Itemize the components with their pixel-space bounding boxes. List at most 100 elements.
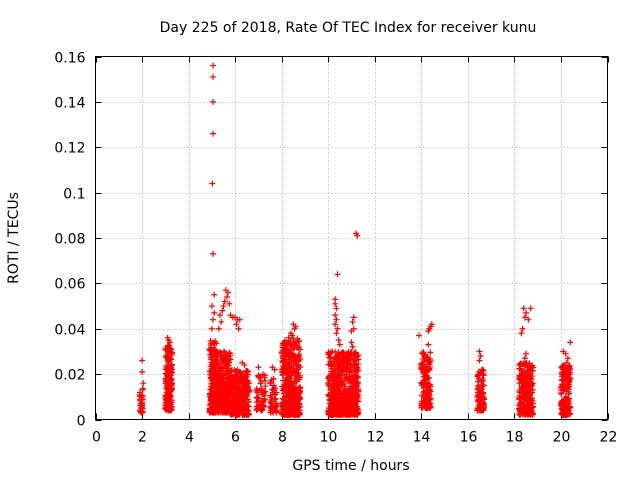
data-point xyxy=(233,396,240,403)
data-point xyxy=(520,305,527,312)
data-point xyxy=(334,371,341,378)
data-point xyxy=(210,316,217,323)
data-point xyxy=(225,381,232,388)
data-point xyxy=(529,364,536,371)
data-point xyxy=(208,348,215,355)
data-point xyxy=(566,374,573,381)
data-point xyxy=(335,337,342,344)
data-point xyxy=(244,407,251,414)
data-point xyxy=(139,396,146,403)
data-point xyxy=(421,377,428,384)
data-point xyxy=(215,364,222,371)
data-point xyxy=(268,376,275,383)
data-point xyxy=(350,385,357,392)
data-point xyxy=(567,403,574,410)
data-point xyxy=(208,380,215,387)
data-point xyxy=(516,361,523,368)
data-point xyxy=(253,387,260,394)
data-point xyxy=(294,404,301,411)
data-point xyxy=(208,390,215,397)
data-point xyxy=(220,387,227,394)
x-tick-label: 6 xyxy=(231,430,240,446)
data-point xyxy=(333,316,340,323)
data-point xyxy=(291,325,298,332)
data-point xyxy=(516,389,523,396)
data-point xyxy=(296,351,303,358)
data-point xyxy=(325,410,332,417)
data-point xyxy=(211,339,218,346)
data-point xyxy=(228,378,235,385)
data-point xyxy=(345,366,352,373)
data-point xyxy=(516,406,523,413)
data-point xyxy=(421,370,428,377)
data-point xyxy=(240,407,247,414)
data-point xyxy=(229,383,236,390)
data-point xyxy=(220,348,227,355)
x-tick-label: 8 xyxy=(278,430,287,446)
data-point xyxy=(241,384,248,391)
data-point xyxy=(562,409,569,416)
data-point xyxy=(210,130,217,137)
data-point xyxy=(283,351,290,358)
data-point xyxy=(474,373,481,380)
y-tick-label: 0 xyxy=(77,414,86,430)
data-point xyxy=(332,348,339,355)
data-point xyxy=(220,303,227,310)
data-point xyxy=(425,401,432,408)
data-point xyxy=(291,369,298,376)
x-tick-label: 4 xyxy=(185,430,194,446)
y-tick-label: 0.1 xyxy=(63,187,85,203)
data-point xyxy=(289,384,296,391)
data-point xyxy=(244,385,251,392)
data-point xyxy=(256,374,263,381)
data-point xyxy=(518,385,525,392)
data-point xyxy=(524,378,531,385)
data-point xyxy=(420,349,427,356)
data-point xyxy=(336,341,343,348)
data-point xyxy=(326,397,333,404)
data-point xyxy=(236,368,243,375)
data-point xyxy=(294,335,301,342)
y-tick-label: 0.12 xyxy=(54,141,85,157)
data-point xyxy=(225,359,232,366)
x-tick-label: 20 xyxy=(553,430,571,446)
data-point xyxy=(329,393,336,400)
data-point xyxy=(236,397,243,404)
data-point xyxy=(339,378,346,385)
data-point xyxy=(271,366,278,373)
data-point xyxy=(217,363,224,370)
data-point xyxy=(270,407,277,414)
x-tick-label: 12 xyxy=(367,430,385,446)
data-point xyxy=(279,387,286,394)
data-point xyxy=(480,377,487,384)
data-point xyxy=(562,350,569,357)
data-point xyxy=(344,392,351,399)
data-point xyxy=(258,386,265,393)
data-point xyxy=(326,411,333,418)
data-point xyxy=(162,346,169,353)
data-point xyxy=(327,354,334,361)
data-point xyxy=(289,332,296,339)
data-point xyxy=(288,370,295,377)
data-point xyxy=(519,325,526,332)
data-point xyxy=(427,381,434,388)
data-point xyxy=(558,383,565,390)
data-point xyxy=(526,360,533,367)
data-point xyxy=(347,406,354,413)
data-point xyxy=(218,318,225,325)
data-point xyxy=(231,406,238,413)
data-point xyxy=(217,312,224,319)
data-point xyxy=(330,380,337,387)
data-point xyxy=(422,404,429,411)
data-point xyxy=(518,330,525,337)
x-tick-label: 10 xyxy=(320,430,338,446)
data-point xyxy=(354,365,361,372)
data-point xyxy=(291,375,298,382)
data-point xyxy=(523,309,530,316)
data-point xyxy=(296,388,303,395)
data-point xyxy=(262,383,269,390)
data-point xyxy=(425,328,432,335)
data-point xyxy=(334,411,341,418)
data-point xyxy=(279,352,286,359)
